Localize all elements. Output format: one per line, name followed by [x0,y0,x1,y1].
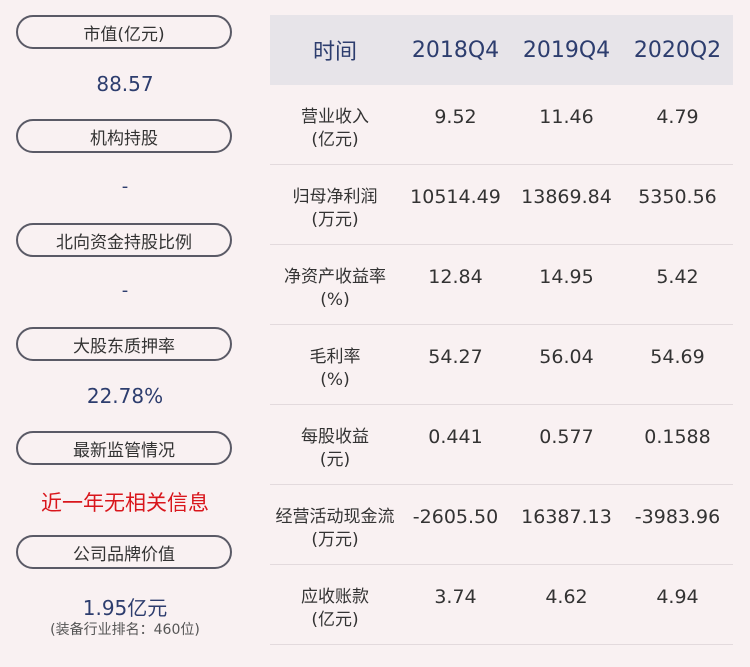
institution-holding-label: 机构持股 [16,119,232,153]
table-header: 时间 2018Q4 2019Q4 2020Q2 [270,15,733,85]
cell-value: 0.577 [539,426,594,448]
table-row: 归母净利润 (万元) 10514.49 13869.84 5350.56 [270,165,733,245]
regulation-value: 近一年无相关信息 [41,491,209,515]
cell-value: -3983.96 [634,506,721,528]
cell-value: 13869.84 [521,186,612,208]
table-row: 净资产收益率 (%) 12.84 14.95 5.42 [270,245,733,325]
row-label: 经营活动现金流 (万元) [275,507,395,550]
table-row: 经营活动现金流 (万元) -2605.50 16387.13 -3983.96 [270,485,733,565]
cell-value: 4.62 [545,586,588,608]
cell-value: 3.74 [434,586,477,608]
header-period: 2020Q2 [633,37,722,63]
row-label: 归母净利润 (万元) [292,187,378,230]
northbound-ratio-value: - [121,280,129,301]
cell-value: 54.27 [428,346,483,368]
header-time: 时间 [312,40,357,65]
row-label: 每股收益 (元) [301,427,369,470]
cell-value: 0.441 [428,426,483,448]
regulation-label: 最新监管情况 [16,431,232,465]
pledge-rate-value: 22.78% [86,384,164,408]
cell-value: 14.95 [539,266,594,288]
table-row: 营业收入 (亿元) 9.52 11.46 4.79 [270,85,733,165]
cell-value: 16387.13 [521,506,612,528]
market-cap-value: 88.57 [96,72,154,96]
market-cap-label: 市值(亿元) [16,15,232,49]
table-row: 毛利率 (%) 54.27 56.04 54.69 [270,325,733,405]
row-label: 营业收入 (亿元) [301,107,369,150]
cell-value: 10514.49 [410,186,501,208]
cell-value: 9.52 [434,106,477,128]
cell-value: 11.46 [539,106,594,128]
cell-value: 0.1588 [644,426,711,448]
pledge-rate-label: 大股东质押率 [16,327,232,361]
cell-value: 4.94 [656,586,699,608]
cell-value: 5.42 [656,266,699,288]
cell-value: 4.79 [656,106,699,128]
cell-value: 12.84 [428,266,483,288]
left-panel: 市值(亿元) 88.57 机构持股 - 北向资金持股比例 - 大股东质押率 22… [0,0,250,667]
financial-table: 时间 2018Q4 2019Q4 2020Q2 营业收入 (亿元) 9.52 11… [270,15,733,645]
brand-value-label: 公司品牌价值 [16,535,232,569]
header-period: 2018Q4 [411,37,500,63]
row-label: 净资产收益率 (%) [284,267,386,310]
northbound-ratio-label: 北向资金持股比例 [16,223,232,257]
brand-value: 1.95亿元 [82,596,168,620]
institution-holding-value: - [121,176,129,197]
table-row: 每股收益 (元) 0.441 0.577 0.1588 [270,405,733,485]
row-label: 应收账款 (亿元) [301,587,369,630]
header-period: 2019Q4 [522,37,611,63]
cell-value: 54.69 [650,346,705,368]
row-label: 毛利率 (%) [309,347,361,390]
brand-rank-note: (装备行业排名：460位) [50,622,200,638]
table-row: 应收账款 (亿元) 3.74 4.62 4.94 [270,565,733,645]
cell-value: 56.04 [539,346,594,368]
cell-value: 5350.56 [638,186,717,208]
cell-value: -2605.50 [412,506,499,528]
